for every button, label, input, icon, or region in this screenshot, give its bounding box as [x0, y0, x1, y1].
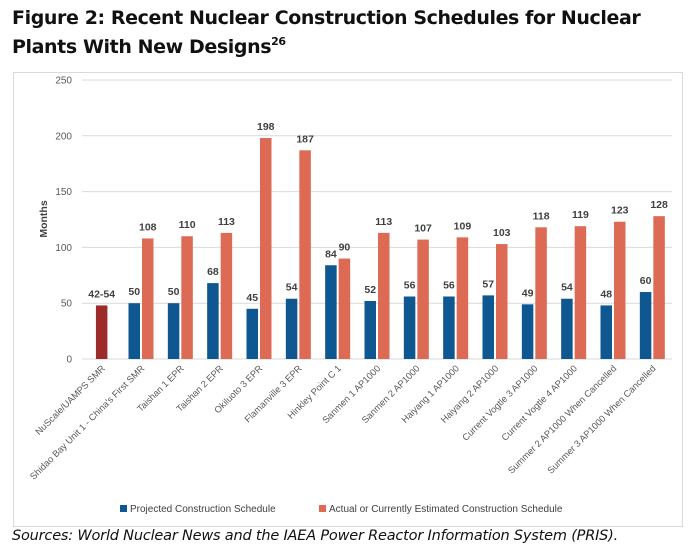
- bars: [95, 138, 665, 359]
- data-label-projected: 45: [246, 292, 258, 304]
- data-label-actual: 107: [414, 223, 432, 235]
- data-label-actual: 187: [296, 133, 314, 145]
- data-label-actual: 128: [650, 199, 668, 211]
- data-label: 42-54: [88, 288, 115, 300]
- x-category-label: Current Vogtle 4 AP1000: [500, 363, 579, 442]
- bar-actual: [338, 258, 351, 359]
- bar-actual: [614, 221, 626, 359]
- data-label-projected: 56: [404, 280, 416, 292]
- y-axis-title: Months: [38, 200, 50, 237]
- bar-actual: [260, 138, 272, 359]
- data-label-actual: 113: [375, 216, 392, 228]
- data-label-actual: 103: [493, 227, 511, 239]
- bar-actual: [417, 239, 429, 359]
- data-label-projected: 56: [443, 280, 455, 292]
- bar-projected: [521, 304, 534, 359]
- bar-projected: [207, 283, 219, 359]
- x-category-label: NuScale/UAMPS SMR: [34, 363, 108, 437]
- x-category-label: Current Vogtle 3 AP1000: [460, 363, 539, 442]
- y-tick-label: 250: [55, 76, 72, 87]
- bar-projected: [246, 308, 258, 359]
- data-label-actual: 118: [533, 210, 550, 222]
- data-label-projected: 48: [600, 288, 612, 300]
- data-label-projected: 54: [286, 282, 298, 294]
- data-label-projected: 54: [561, 282, 573, 294]
- bar-actual: [496, 244, 508, 359]
- data-label-actual: 123: [611, 205, 629, 217]
- bar-projected: [325, 265, 337, 359]
- bar-actual: [181, 236, 193, 359]
- data-label-actual: 110: [179, 219, 196, 231]
- bar-projected: [600, 305, 612, 359]
- figure-title-text: Figure 2: Recent Nuclear Construction Sc…: [12, 7, 641, 58]
- data-label-projected: 52: [364, 284, 376, 296]
- gridlines: [82, 79, 672, 360]
- y-tick-label: 0: [66, 355, 72, 366]
- legend-swatch-projected: [120, 505, 127, 512]
- footnote-ref: 26: [271, 35, 286, 48]
- data-label-actual: 108: [139, 221, 157, 233]
- data-label-actual: 198: [257, 121, 275, 133]
- bar-projected: [561, 298, 573, 359]
- bar-actual: [535, 227, 547, 359]
- legend-label-actual: Actual or Currently Estimated Constructi…: [329, 504, 563, 515]
- bar-projected: [128, 303, 140, 359]
- bar-projected: [482, 295, 494, 359]
- data-label-projected: 84: [325, 248, 337, 260]
- data-label-projected: 50: [168, 286, 180, 298]
- bar-actual: [220, 232, 233, 359]
- bar-actual: [653, 216, 665, 359]
- data-label-projected: 60: [640, 275, 652, 287]
- bar-projected: [364, 300, 376, 359]
- data-label-actual: 113: [218, 216, 235, 228]
- bar-actual: [299, 150, 311, 359]
- data-label-projected: 68: [207, 266, 219, 278]
- data-label-projected: 49: [522, 287, 534, 299]
- source-note: Sources: World Nuclear News and the IAEA…: [12, 528, 619, 544]
- y-tick-label: 50: [61, 299, 73, 310]
- legend: Projected Construction Schedule Actual o…: [120, 504, 563, 515]
- bar-projected: [167, 303, 180, 359]
- bar-actual: [456, 237, 469, 359]
- bar-projected: [285, 298, 298, 359]
- data-label-projected: 57: [482, 278, 494, 290]
- bar-projected-range: [95, 305, 108, 359]
- y-tick-label: 200: [55, 131, 72, 142]
- bar-actual: [378, 232, 390, 359]
- bar-projected: [403, 296, 416, 359]
- y-axis-ticks: 0 50 100 150 200 250: [55, 76, 72, 366]
- bar-actual: [574, 226, 587, 359]
- data-label-projected: 50: [128, 286, 140, 298]
- y-tick-label: 100: [55, 243, 72, 254]
- bar-actual: [142, 238, 154, 359]
- data-label-actual: 119: [572, 209, 589, 221]
- legend-swatch-actual: [319, 505, 326, 512]
- bar-projected: [443, 296, 455, 359]
- chart-frame: [13, 72, 683, 527]
- data-label-actual: 109: [454, 220, 472, 232]
- data-label-actual: 90: [339, 242, 351, 254]
- y-tick-label: 150: [55, 187, 72, 198]
- bar-projected: [639, 292, 652, 359]
- legend-label-projected: Projected Construction Schedule: [130, 504, 276, 515]
- figure-title: Figure 2: Recent Nuclear Construction Sc…: [12, 4, 692, 62]
